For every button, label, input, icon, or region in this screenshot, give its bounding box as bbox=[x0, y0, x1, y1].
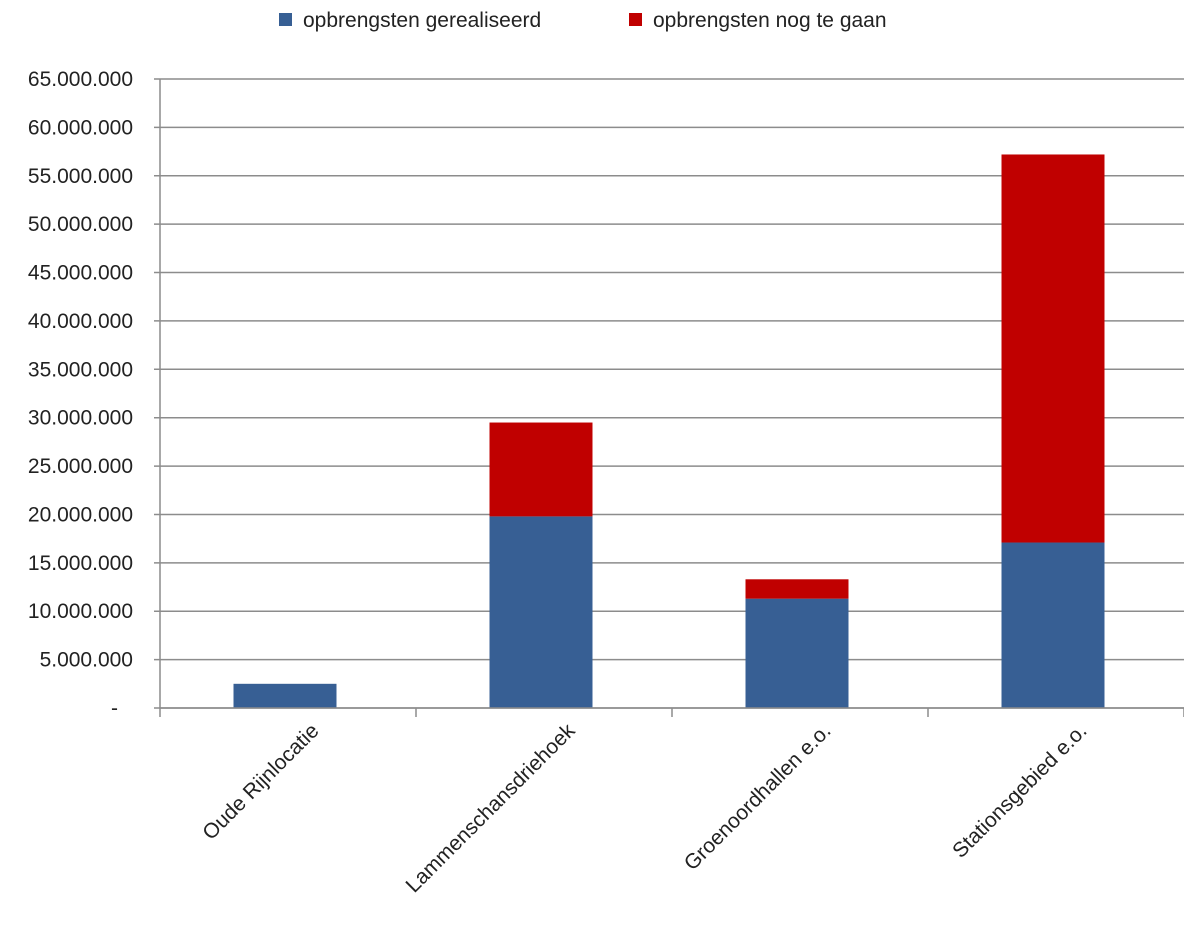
y-tick-label: - bbox=[111, 697, 118, 720]
y-tick-label: 15.000.000 bbox=[28, 552, 133, 575]
bar bbox=[489, 516, 593, 708]
bar bbox=[745, 579, 849, 599]
y-tick-label: 40.000.000 bbox=[28, 310, 133, 333]
y-tick-label: 50.000.000 bbox=[28, 213, 133, 236]
legend: opbrengsten gerealiseerd opbrengsten nog … bbox=[279, 9, 887, 32]
y-tick-label: 5.000.000 bbox=[40, 649, 133, 672]
y-tick-label: 65.000.000 bbox=[28, 68, 133, 91]
x-axis: Oude Rijnlocatie Lammenschansdriehoek Groe… bbox=[159, 707, 1184, 897]
y-axis: - 5.000.000 10.000.000 15.000.000 20.000.000… bbox=[28, 68, 161, 720]
legend-label: opbrengsten nog te gaan bbox=[653, 9, 887, 32]
y-tick-label: 25.000.000 bbox=[28, 455, 133, 478]
bars bbox=[233, 154, 1105, 708]
y-tick-label: 60.000.000 bbox=[28, 116, 133, 139]
y-tick-label: 30.000.000 bbox=[28, 407, 133, 430]
y-tick-label: 35.000.000 bbox=[28, 358, 133, 381]
y-tick-label: 55.000.000 bbox=[28, 165, 133, 188]
x-category-label: Stationsgebied e.o. bbox=[948, 719, 1091, 862]
y-tick-label: 20.000.000 bbox=[28, 503, 133, 526]
legend-label: opbrengsten gerealiseerd bbox=[303, 9, 541, 32]
x-category-label: Oude Rijnlocatie bbox=[198, 719, 323, 844]
legend-swatch bbox=[279, 13, 292, 26]
x-category-label: Groenoordhallen e.o. bbox=[680, 719, 836, 875]
bar bbox=[233, 683, 337, 708]
gridlines bbox=[154, 78, 1184, 709]
y-tick-label: 45.000.000 bbox=[28, 262, 133, 285]
x-category-label: Lammenschansdriehoek bbox=[401, 719, 579, 897]
bar bbox=[489, 422, 593, 517]
bar bbox=[745, 598, 849, 708]
bar bbox=[1001, 542, 1105, 708]
legend-swatch bbox=[629, 13, 642, 26]
y-tick-label: 10.000.000 bbox=[28, 600, 133, 623]
bar bbox=[1001, 154, 1105, 543]
